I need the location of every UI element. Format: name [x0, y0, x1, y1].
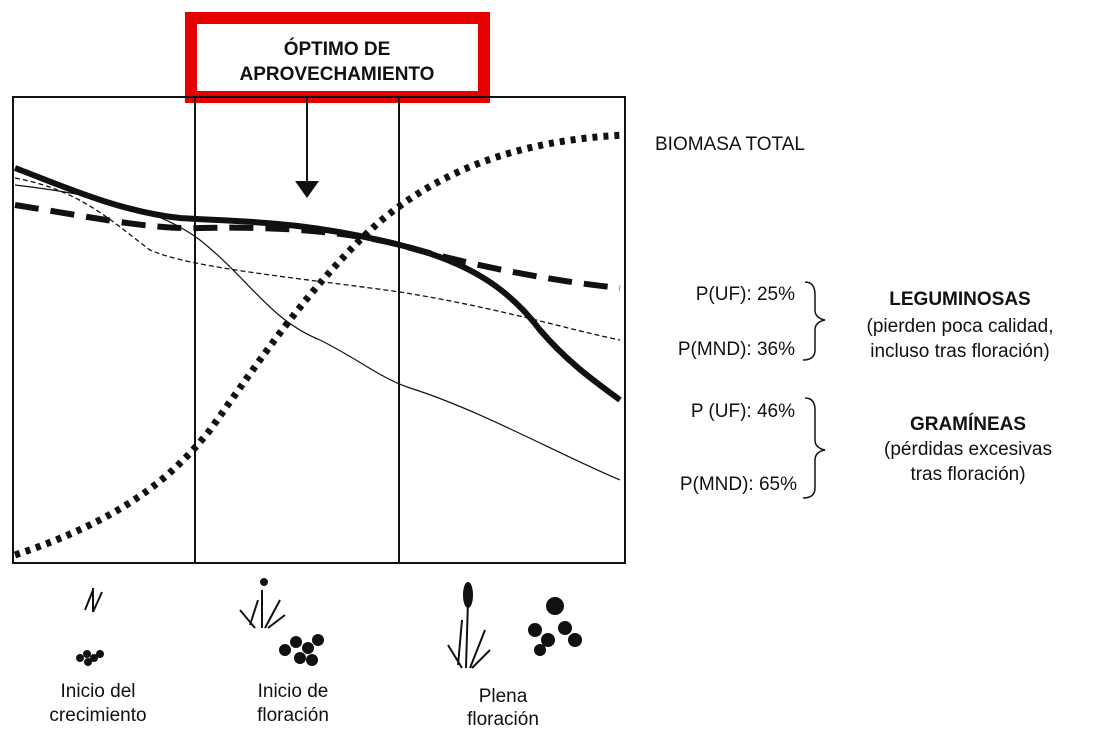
stage-label: floración — [467, 709, 539, 728]
stage-label: Plena — [479, 686, 528, 707]
loss-label: P(MND): 36% — [678, 339, 795, 360]
curve-label: BIOMASA TOTAL — [655, 134, 805, 155]
stage-label: Inicio del — [61, 681, 136, 702]
group-title: GRAMÍNEAS — [910, 413, 1026, 435]
loss-label: P (UF): 46% — [691, 401, 795, 422]
group-desc: (pérdidas excesivas — [884, 439, 1052, 460]
stage-label: Inicio de — [258, 681, 329, 702]
loss-label: P(UF): 25% — [696, 284, 795, 305]
group-title: LEGUMINOSAS — [889, 289, 1030, 310]
title-line: APROVECHAMIENTO — [240, 64, 435, 85]
flower-spike — [464, 583, 472, 607]
diagram: ÓPTIMO DE APROVECHAMIENTO BIOMASA TOTAL … — [0, 0, 1101, 728]
loss-label: P(MND): 65% — [680, 474, 797, 495]
stage-label: floración — [257, 705, 329, 726]
flower-bud — [261, 579, 267, 585]
stage-label: crecimiento — [49, 705, 146, 726]
group-desc: incluso tras floración) — [870, 341, 1050, 362]
background — [0, 0, 1101, 728]
group-desc: tras floración) — [910, 464, 1025, 485]
group-desc: (pierden poca calidad, — [867, 316, 1054, 337]
title-line: ÓPTIMO DE — [284, 38, 391, 60]
